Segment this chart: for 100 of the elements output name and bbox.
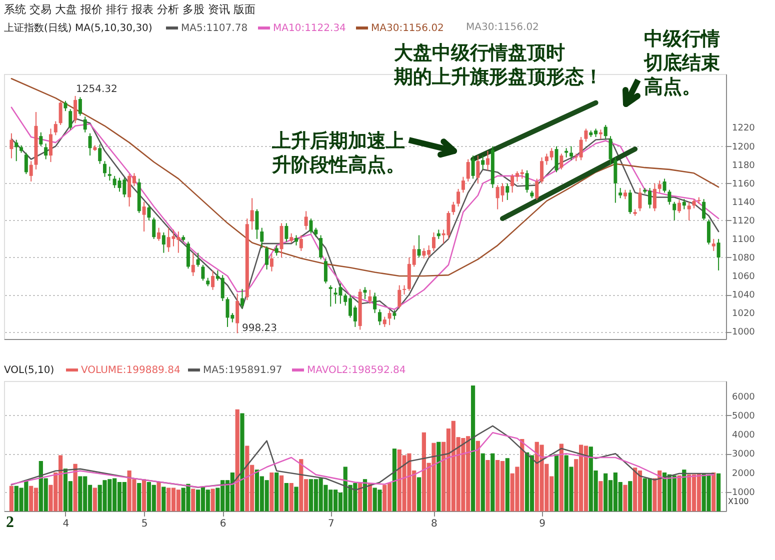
candlestick	[299, 234, 303, 252]
bar	[137, 482, 142, 512]
candlestick	[29, 160, 33, 182]
bar	[716, 473, 721, 512]
candlestick	[265, 246, 269, 270]
candlestick	[535, 178, 539, 201]
bar	[210, 488, 215, 512]
candlestick	[436, 229, 440, 240]
candlestick	[628, 189, 632, 214]
legend-label: MAVOL2:198592.84	[307, 365, 406, 376]
text: MA30:1156.02	[466, 22, 539, 33]
candlestick	[304, 210, 308, 230]
x-tick-label: 9	[539, 518, 546, 530]
candlestick	[328, 284, 332, 308]
annotation: 1254.32	[76, 84, 118, 95]
annotation: 中级行情切底结束高点。	[643, 28, 720, 98]
candlestick	[363, 286, 367, 300]
candlestick	[88, 132, 92, 156]
candlestick	[569, 146, 573, 161]
bar	[358, 482, 362, 512]
bar	[712, 472, 716, 512]
candlestick	[142, 201, 146, 232]
legend-label: MA30:1156.02	[371, 23, 444, 34]
annotation: 大盘中级行情盘顶时期的上升旗形盘顶形态！	[393, 42, 603, 88]
candlestick	[687, 201, 691, 221]
text: X100	[728, 497, 749, 506]
candlestick	[540, 156, 544, 184]
candlestick	[652, 182, 656, 212]
candlestick	[398, 284, 402, 309]
candlestick	[74, 95, 78, 124]
chart-title: VOL(5,10)	[4, 365, 54, 376]
candlestick	[201, 264, 205, 282]
candlestick	[255, 208, 259, 240]
candlestick	[692, 198, 696, 209]
candlestick	[466, 158, 470, 182]
candlestick	[388, 310, 392, 326]
candlestick	[417, 234, 421, 258]
candlestick	[54, 120, 58, 136]
bar	[368, 482, 372, 512]
candlestick	[564, 148, 568, 158]
candlestick	[240, 288, 244, 309]
candlestick	[274, 244, 278, 256]
candlestick	[476, 155, 480, 184]
candlestick	[560, 153, 564, 170]
candlestick	[103, 160, 106, 178]
candlestick	[211, 270, 215, 290]
y-tick-label: 3000	[732, 450, 756, 460]
candlestick	[716, 238, 720, 271]
candlestick	[706, 218, 710, 245]
x-tick-label: 4	[62, 518, 70, 530]
bar	[490, 453, 495, 512]
candlestick	[44, 142, 48, 160]
bar	[270, 472, 274, 512]
candlestick	[608, 136, 612, 166]
legend-label: MA5:1107.78	[181, 23, 248, 34]
legend-label: MA5:195891.97	[203, 365, 282, 376]
candlestick	[324, 258, 328, 284]
x-tick-label: 7	[328, 518, 334, 530]
bar	[623, 484, 628, 512]
candlestick	[618, 187, 622, 199]
text: 2	[6, 514, 14, 531]
candlestick	[662, 178, 666, 194]
bar	[362, 479, 368, 512]
candlestick	[186, 241, 190, 270]
candlestick	[162, 232, 166, 254]
y-tick-label: 1040	[732, 290, 756, 301]
x-tick-label: 6	[220, 518, 226, 530]
y-tick-label: 5000	[732, 411, 756, 422]
y-tick-label: 6000	[732, 392, 756, 402]
candlestick	[319, 234, 323, 260]
candlestick	[152, 217, 156, 240]
candlestick	[58, 101, 62, 126]
bar	[162, 486, 166, 512]
bar	[682, 470, 686, 512]
bar	[73, 464, 78, 512]
candlestick	[373, 292, 377, 314]
candlestick	[525, 170, 529, 194]
candlestick	[48, 128, 52, 163]
candlestick	[471, 155, 475, 180]
candlestick	[672, 201, 676, 221]
y-tick-label: 1080	[732, 253, 756, 264]
candlestick	[624, 189, 627, 200]
bar	[416, 477, 422, 512]
bar	[480, 453, 485, 512]
candlestick	[108, 166, 112, 182]
bar	[470, 385, 476, 512]
bar	[92, 488, 97, 512]
candlestick	[604, 124, 608, 140]
y-tick-label: 1000	[732, 488, 756, 498]
y-tick-label: 1120	[732, 216, 756, 226]
candlestick	[481, 155, 485, 170]
candlestick	[236, 293, 240, 334]
candlestick	[486, 150, 490, 171]
bar	[289, 482, 294, 512]
y-tick-label: 1200	[732, 142, 756, 152]
candlestick	[392, 310, 396, 320]
candlestick	[280, 222, 284, 258]
y-tick-label: 1060	[732, 272, 756, 282]
candlestick	[78, 96, 82, 116]
bar	[142, 479, 146, 512]
